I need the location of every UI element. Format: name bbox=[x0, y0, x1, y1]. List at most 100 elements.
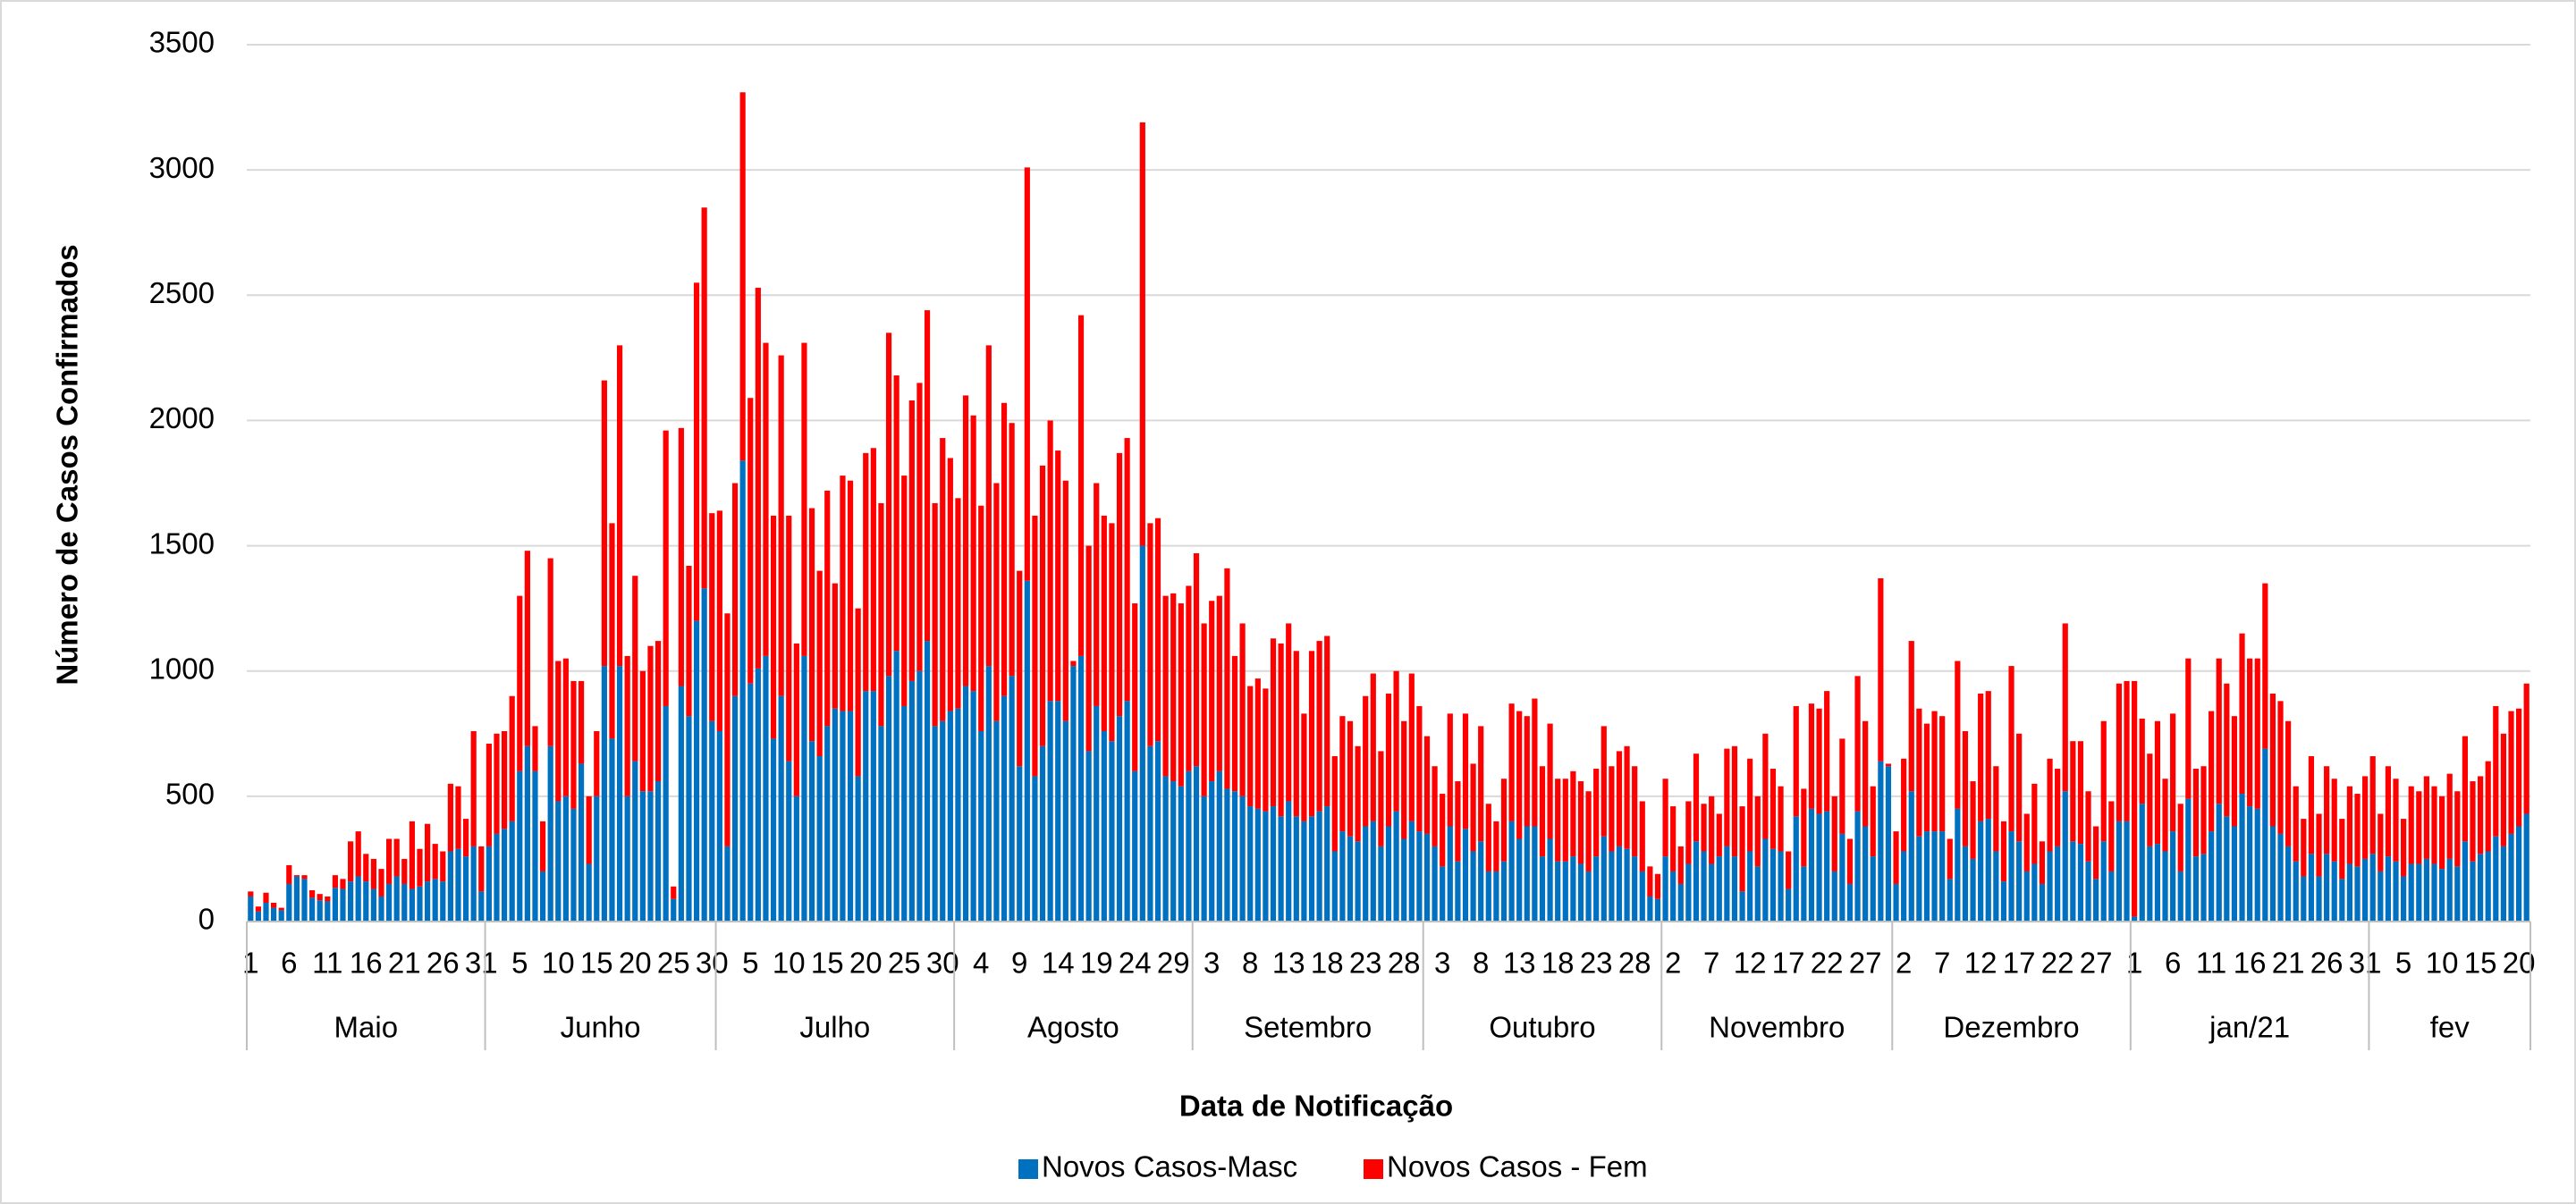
x-tick-label: 5 bbox=[511, 947, 528, 980]
bar bbox=[1962, 730, 1969, 846]
bar bbox=[271, 907, 277, 922]
bar bbox=[1024, 167, 1030, 581]
bar bbox=[1931, 711, 1938, 832]
bar bbox=[1524, 826, 1530, 922]
bar bbox=[1154, 741, 1161, 922]
bar bbox=[1224, 788, 1230, 922]
bar bbox=[1846, 883, 1854, 922]
y-tick-label: 3000 bbox=[149, 151, 215, 184]
bar bbox=[1885, 766, 1892, 922]
bar bbox=[2301, 876, 2307, 922]
group-label: Outubro bbox=[1489, 1011, 1595, 1044]
bar bbox=[1547, 723, 1553, 839]
bar bbox=[2185, 798, 2192, 922]
bar bbox=[409, 821, 415, 889]
bar bbox=[2100, 841, 2107, 922]
bar bbox=[1670, 806, 1677, 871]
bar bbox=[2200, 766, 2207, 855]
bar bbox=[1047, 420, 1053, 702]
bar bbox=[1363, 826, 1369, 922]
bar bbox=[517, 770, 523, 922]
bar bbox=[686, 565, 692, 717]
bar bbox=[1824, 811, 1830, 922]
bar bbox=[2116, 683, 2123, 821]
bar bbox=[1393, 811, 1399, 922]
bar bbox=[317, 900, 323, 922]
bar bbox=[2100, 720, 2107, 842]
bar bbox=[1854, 676, 1861, 812]
bar bbox=[1677, 846, 1684, 884]
bar bbox=[2354, 866, 2361, 922]
bar bbox=[1186, 585, 1192, 771]
bar bbox=[1017, 570, 1023, 767]
bar bbox=[1308, 816, 1315, 922]
bar bbox=[2147, 846, 2153, 922]
bar bbox=[2116, 821, 2123, 922]
bar bbox=[840, 711, 846, 922]
x-tick-label: 29 bbox=[1157, 947, 1190, 980]
x-tick-label: 16 bbox=[350, 947, 383, 980]
bar bbox=[2039, 883, 2046, 922]
x-tick-label: 15 bbox=[580, 947, 613, 980]
bar bbox=[1154, 518, 1161, 742]
bar bbox=[2039, 841, 2046, 884]
bar bbox=[2508, 711, 2514, 834]
bar bbox=[1423, 736, 1431, 834]
bar bbox=[1862, 826, 1869, 922]
bar bbox=[1278, 816, 1284, 922]
bar bbox=[2439, 796, 2445, 870]
bar bbox=[2369, 756, 2376, 855]
bar bbox=[701, 588, 707, 922]
bar bbox=[1116, 716, 1123, 922]
bar bbox=[470, 730, 477, 846]
bar bbox=[901, 705, 908, 922]
bar bbox=[1716, 856, 1722, 922]
bar bbox=[901, 476, 908, 706]
bar bbox=[2047, 758, 2053, 852]
bar bbox=[2393, 861, 2399, 922]
bar bbox=[2055, 846, 2061, 922]
bar bbox=[1724, 846, 1730, 922]
bar bbox=[1062, 720, 1068, 922]
bar bbox=[2423, 776, 2430, 859]
bar bbox=[1955, 661, 1961, 809]
bar bbox=[1970, 858, 1976, 922]
bar bbox=[1632, 856, 1638, 922]
bar bbox=[1316, 641, 1322, 812]
bar bbox=[1769, 769, 1777, 849]
bar bbox=[1047, 701, 1053, 922]
bar bbox=[2500, 846, 2506, 922]
bar bbox=[417, 848, 423, 887]
bar bbox=[2454, 791, 2461, 867]
bar bbox=[2231, 826, 2238, 922]
x-tick-label: 17 bbox=[2003, 947, 2036, 980]
bar bbox=[1124, 438, 1130, 702]
bar bbox=[1662, 856, 1668, 922]
y-tick-label: 3500 bbox=[149, 26, 215, 59]
bar bbox=[2162, 851, 2168, 922]
bar bbox=[1423, 833, 1431, 922]
bar bbox=[1085, 545, 1092, 752]
bar bbox=[1555, 861, 1561, 922]
bar bbox=[2192, 769, 2200, 857]
bar bbox=[2462, 841, 2469, 922]
bar bbox=[1839, 738, 1845, 834]
bar bbox=[1301, 821, 1307, 922]
bar bbox=[524, 745, 530, 922]
bar bbox=[2269, 826, 2276, 922]
bar bbox=[1432, 846, 1438, 922]
x-tick-label: 27 bbox=[2080, 947, 2113, 980]
bar bbox=[1500, 861, 1508, 922]
bar bbox=[2016, 733, 2023, 842]
x-tick-label: 11 bbox=[312, 947, 342, 980]
bar bbox=[2132, 916, 2138, 922]
bar bbox=[1447, 713, 1453, 827]
bar bbox=[970, 691, 976, 922]
bar bbox=[1162, 776, 1169, 922]
bar bbox=[378, 896, 384, 922]
bar bbox=[1101, 730, 1107, 922]
x-tick-label: 10 bbox=[542, 947, 575, 980]
bar bbox=[947, 711, 953, 922]
bar bbox=[1009, 423, 1015, 677]
